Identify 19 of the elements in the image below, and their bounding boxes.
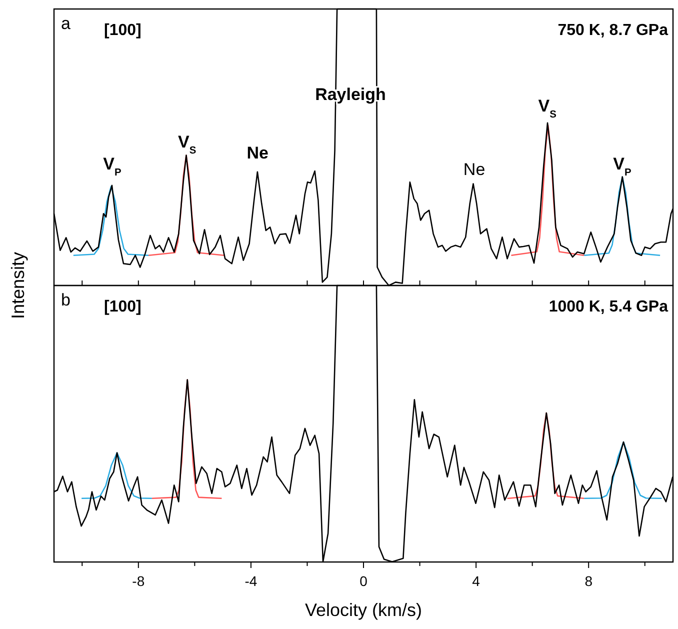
annotation: 1000 K, 5.4 GPa: [548, 298, 668, 316]
y-axis-title: Intensity: [8, 252, 28, 320]
annotation: V$_{P}$: [103, 154, 122, 178]
annotation: 750 K, 8.7 GPa: [558, 22, 668, 39]
annotation: a: [61, 14, 71, 33]
annotation: b: [61, 290, 70, 310]
x-tick-label: 4: [472, 573, 480, 589]
annotation: [100]: [104, 22, 142, 39]
x-tick-label: 0: [360, 573, 368, 589]
annotation: Ne: [463, 160, 486, 179]
annotation: V$_{P}$: [613, 154, 632, 178]
x-tick-label: 8: [584, 573, 593, 589]
annotation: Ne: [246, 143, 269, 162]
annotation: [100]: [104, 298, 142, 316]
x-tick-label: -4: [244, 573, 258, 589]
annotation: V$_{S}$: [538, 96, 557, 120]
annotation: V$_{S}$: [178, 132, 196, 156]
x-tick-label: -8: [132, 573, 145, 589]
x-axis-title: Velocity (km/s): [304, 600, 422, 620]
